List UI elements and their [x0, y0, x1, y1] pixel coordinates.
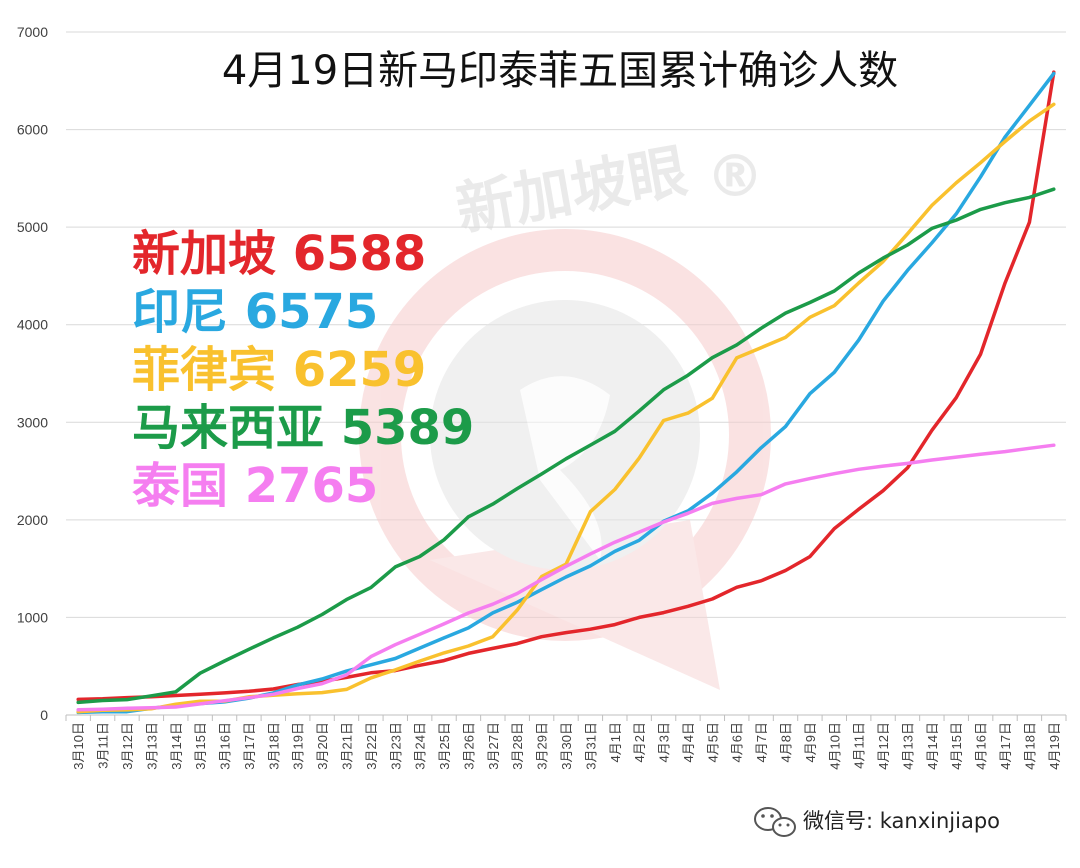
watermark-text: 新加坡眼	[451, 137, 691, 244]
x-tick-label: 3月15日	[193, 722, 208, 770]
series-lines	[76, 70, 1056, 715]
legend-entry-泰国: 泰国 2765	[132, 458, 378, 514]
x-tick-label: 4月2日	[632, 722, 647, 762]
y-tick-label: 7000	[17, 24, 48, 40]
x-tick-label: 3月29日	[535, 722, 550, 770]
watermark-registered-mark: ®	[706, 142, 764, 210]
x-tick-label: 4月9日	[803, 722, 818, 762]
x-tick-label: 4月12日	[876, 722, 891, 770]
x-tick-label: 3月31日	[583, 722, 598, 770]
y-axis: 0 1000 2000 3000 4000 5000 6000 7000	[17, 24, 48, 723]
wechat-id-label: 微信号: kanxinjiapo	[803, 809, 1000, 833]
y-tick-label: 6000	[17, 122, 48, 138]
x-tick-label: 3月10日	[71, 722, 86, 770]
x-tick-label: 3月16日	[218, 722, 233, 770]
x-tick-label: 3月11日	[96, 722, 111, 769]
y-tick-label: 1000	[17, 609, 48, 625]
x-tick-label: 4月14日	[925, 722, 940, 770]
x-tick-label: 3月22日	[364, 722, 379, 770]
series-line-泰国	[76, 443, 1056, 712]
x-tick-label: 3月14日	[169, 722, 184, 770]
x-tick-label: 4月15日	[949, 722, 964, 770]
x-tick-label: 4月11日	[852, 722, 867, 769]
x-tick-label: 3月30日	[559, 722, 574, 770]
x-tick-label: 4月3日	[657, 722, 672, 762]
y-tick-label: 0	[40, 707, 48, 723]
x-tick-label: 4月1日	[608, 722, 623, 762]
x-tick-label: 4月16日	[974, 722, 989, 770]
x-tick-label: 3月12日	[120, 722, 135, 770]
x-tick-label: 3月13日	[144, 722, 159, 770]
x-tick-label: 3月18日	[266, 722, 281, 770]
x-tick-label: 4月18日	[1022, 722, 1037, 770]
x-tick-label: 4月13日	[900, 722, 915, 770]
y-tick-label: 2000	[17, 512, 48, 528]
x-tick-label: 4月10日	[827, 722, 842, 770]
x-tick-label: 3月19日	[291, 722, 306, 770]
x-tick-label: 4月7日	[754, 722, 769, 762]
x-tick-label: 3月23日	[388, 722, 403, 770]
x-axis: 3月10日 3月11日 3月12日 3月13日 3月14日 3月15日 3月16日 3月17日…	[65, 714, 1067, 770]
x-tick-label: 4月4日	[681, 722, 696, 762]
x-tick-label: 4月5日	[705, 722, 720, 762]
y-tick-label: 5000	[17, 219, 48, 235]
series-line-新加坡	[76, 70, 1056, 702]
y-tick-label: 3000	[17, 414, 48, 430]
x-tick-label: 4月8日	[779, 722, 794, 762]
x-tick-label: 4月17日	[998, 722, 1013, 770]
x-tick-label: 4月19日	[1047, 722, 1062, 770]
x-tick-label: 3月26日	[461, 722, 476, 770]
legend-entry-新加坡: 新加坡 6588	[132, 226, 426, 282]
x-tick-label: 3月25日	[437, 722, 452, 770]
x-tick-label: 3月27日	[486, 722, 501, 770]
legend-entry-马来西亚: 马来西亚 5389	[132, 400, 474, 456]
y-tick-label: 4000	[17, 317, 48, 333]
x-tick-label: 3月21日	[339, 722, 354, 770]
x-tick-label: 4月6日	[730, 722, 745, 762]
legend-entry-菲律宾: 菲律宾 6259	[132, 342, 426, 398]
legend-entry-印尼: 印尼 6575	[132, 284, 378, 340]
series-line-马来西亚	[76, 187, 1056, 705]
x-tick-label: 3月17日	[242, 722, 257, 770]
x-tick-label: 3月24日	[413, 722, 428, 770]
wechat-icon	[754, 807, 796, 837]
x-tick-label: 3月28日	[510, 722, 525, 770]
chart-title: 4月19日新马印泰菲五国累计确诊人数	[222, 48, 898, 94]
x-tick-label: 3月20日	[315, 722, 330, 770]
